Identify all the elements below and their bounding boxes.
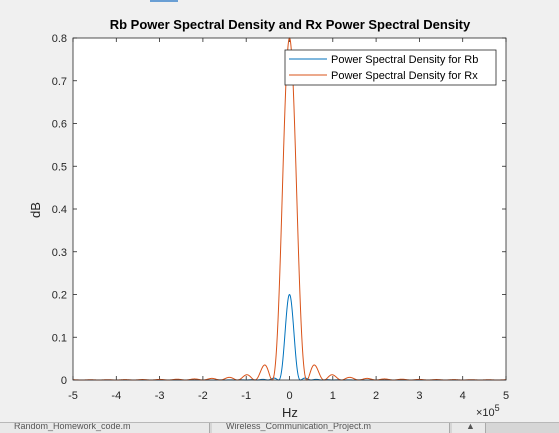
editor-tab-random-homework[interactable]: Random_Homework_code.m [0, 423, 210, 433]
legend[interactable]: Power Spectral Density for Rb Power Spec… [284, 49, 497, 86]
x-axis-ticks: -5 -4 -3 -2 -1 0 1 2 3 4 5 [68, 38, 509, 402]
x-exponent: ×105 [476, 403, 500, 419]
window-top-highlight [150, 0, 178, 2]
x-tick-label: 2 [373, 390, 379, 402]
editor-tab-strip: Random_Homework_code.m Wireless_Communic… [0, 422, 559, 433]
y-tick-label: 0.8 [52, 33, 67, 45]
y-tick-label: 0.5 [52, 161, 67, 173]
y-tick-label: 0.7 [52, 76, 67, 88]
plot-box [72, 37, 507, 381]
y-tick-label: 0.2 [52, 290, 67, 302]
x-axis-label: Hz [282, 405, 298, 420]
y-axis-ticks: 0 0.1 0.2 0.3 0.4 0.5 0.6 0.7 0.8 [52, 33, 506, 387]
x-tick-label: -5 [68, 390, 78, 402]
y-tick-label: 0 [61, 375, 67, 387]
plot-area [73, 38, 506, 380]
y-tick-label: 0.3 [52, 247, 67, 259]
x-tick-label: 3 [416, 390, 422, 402]
y-axis-label: dB [28, 202, 43, 218]
y-tick-label: 0.6 [52, 119, 67, 131]
legend-label-rx: Power Spectral Density for Rx [331, 70, 478, 82]
x-tick-label: 1 [330, 390, 336, 402]
y-tick-label: 0.1 [52, 332, 67, 344]
legend-label-rb: Power Spectral Density for Rb [331, 54, 478, 66]
x-tick-label: 5 [503, 390, 509, 402]
x-tick-label: 4 [460, 390, 466, 402]
x-tick-label: -1 [241, 390, 251, 402]
legend-box [284, 49, 497, 86]
x-tick-label: -2 [198, 390, 208, 402]
x-tick-label: -4 [111, 390, 121, 402]
x-tick-label: -3 [155, 390, 165, 402]
tab-overflow-button[interactable]: ▲ [452, 423, 486, 433]
chart-title: Rb Power Spectral Density and Rx Power S… [110, 17, 471, 32]
x-exponent-base: ×10 [476, 407, 495, 419]
x-exponent-power: 5 [495, 403, 500, 413]
y-tick-label: 0.4 [52, 204, 67, 216]
x-tick-label: 0 [286, 390, 292, 402]
editor-tab-wireless-project[interactable]: Wireless_Communication_Project.m [212, 423, 450, 433]
